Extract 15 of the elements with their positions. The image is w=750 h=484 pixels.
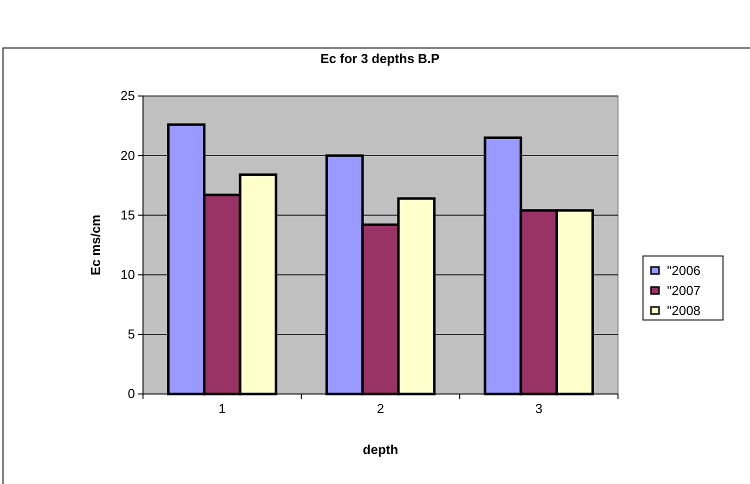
- y-tick-label: 15: [120, 207, 135, 222]
- legend-label: "2007: [667, 283, 701, 298]
- legend-label: "2008: [667, 303, 701, 318]
- y-tick-label: 5: [128, 326, 135, 342]
- x-tick-label: 2: [376, 401, 384, 416]
- y-tick-label: 0: [128, 386, 135, 402]
- y-tick-label: 10: [120, 266, 135, 282]
- chart-title: Ec for 3 depths B.P: [320, 51, 440, 66]
- y-axis-title: Ec ms/cm: [88, 214, 103, 276]
- legend-label: "2006: [667, 263, 701, 278]
- y-tick-label: 20: [120, 148, 135, 163]
- x-tick-label: 1: [218, 401, 226, 416]
- x-axis-title: depth: [362, 442, 398, 457]
- y-tick-label: 25: [120, 88, 135, 104]
- x-tick-label: 3: [535, 401, 542, 416]
